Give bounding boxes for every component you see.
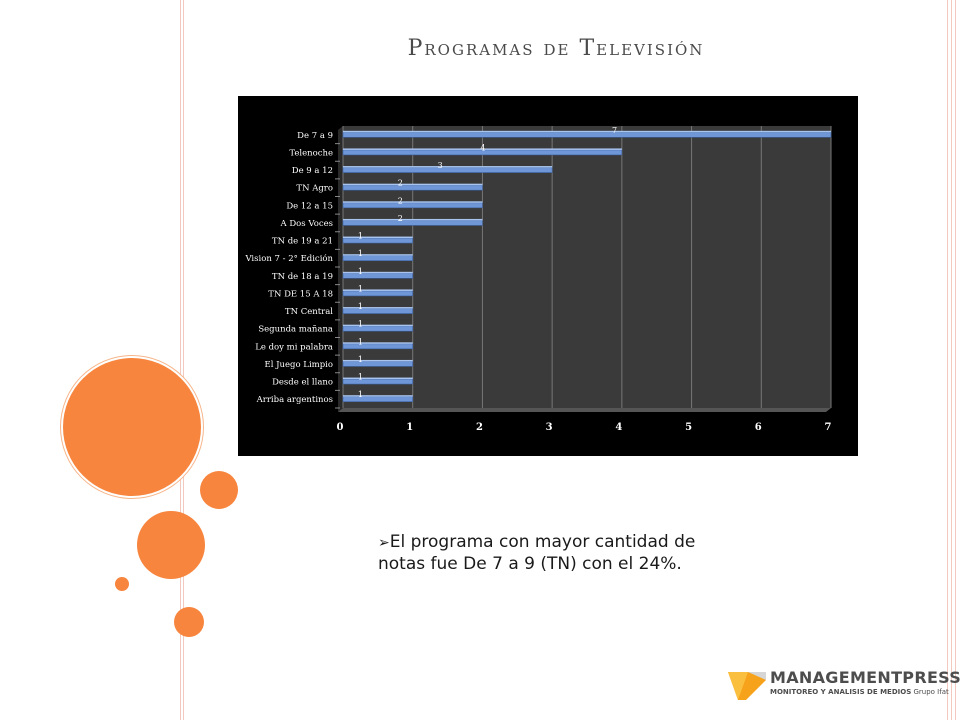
bar-top-face — [343, 271, 413, 274]
bar-top-face — [343, 148, 622, 150]
bar-top-face — [343, 183, 483, 186]
bar — [342, 308, 414, 314]
arrow-bullet-icon: ➢ — [378, 535, 390, 551]
x-tick-label: 2 — [476, 422, 483, 433]
bar — [342, 378, 414, 385]
bar — [342, 325, 414, 332]
decorative-circle-small-right — [200, 471, 238, 509]
managementpress-logo: MANAGEMENTPRESS MONITOREO Y ANALISIS DE … — [724, 660, 960, 720]
decorative-circle-medium — [137, 511, 205, 579]
bar — [342, 132, 832, 138]
data-label: 1 — [358, 373, 363, 382]
bar-top-face — [343, 359, 413, 362]
logo-tagline-text: MONITOREO Y ANALISIS DE MEDIOS — [770, 688, 912, 696]
decorative-line-right-2 — [951, 0, 952, 720]
x-tick-label: 3 — [546, 422, 553, 433]
bar — [342, 255, 414, 261]
data-label: 1 — [358, 337, 363, 346]
data-label: 4 — [480, 143, 485, 152]
decorative-circle-small-bottom — [174, 607, 204, 637]
category-label: TN DE 15 A 18 — [268, 289, 333, 299]
decorative-circle-large — [63, 358, 201, 496]
plot-floor — [338, 408, 831, 412]
category-label: Segunda mañana — [258, 325, 333, 335]
logo-tagline: MONITOREO Y ANALISIS DE MEDIOS Grupo Ifa… — [770, 688, 949, 696]
category-label: TN Agro — [296, 184, 333, 194]
category-label: Le doy mi palabra — [255, 342, 333, 352]
data-label: 2 — [398, 214, 403, 223]
category-label: A Dos Voces — [280, 219, 333, 229]
x-tick-label: 7 — [825, 422, 832, 433]
decorative-line-left-2 — [183, 0, 184, 720]
data-label: 2 — [398, 196, 403, 205]
bar — [342, 184, 483, 191]
category-label: TN de 19 a 21 — [272, 237, 333, 247]
summary-text: El programa con mayor cantidad de notas … — [378, 532, 696, 574]
bar-top-face — [343, 395, 413, 397]
category-label: Telenoche — [289, 148, 333, 158]
bar — [342, 290, 414, 297]
bar-top-face — [343, 236, 413, 239]
data-label: 1 — [358, 249, 363, 258]
category-label: TN de 18 a 19 — [272, 272, 333, 282]
logo-mark-icon — [728, 672, 766, 700]
category-label: El Juego Limpio — [265, 360, 334, 370]
category-label: Arriba argentinos — [256, 395, 333, 405]
decorative-line-right-3 — [955, 0, 956, 720]
category-label: De 12 a 15 — [286, 201, 333, 211]
bar-top-face — [343, 254, 413, 256]
category-label: Vision 7 - 2° Edición — [244, 253, 333, 264]
category-label: Desde el llano — [272, 378, 333, 388]
data-label: 1 — [358, 284, 363, 293]
data-label: 3 — [438, 161, 443, 170]
bar-top-face — [343, 218, 483, 221]
bar-top-face — [343, 166, 553, 168]
logo-name: MANAGEMENTPRESS — [770, 668, 960, 687]
data-label: 1 — [358, 232, 363, 241]
bar — [342, 237, 414, 244]
category-label: De 9 a 12 — [292, 166, 333, 176]
data-label: 2 — [398, 179, 403, 188]
category-label: TN Central — [285, 307, 333, 317]
data-label: 1 — [358, 267, 363, 276]
bar — [342, 396, 414, 402]
data-label: 1 — [358, 320, 363, 329]
decorative-line-left-1 — [180, 0, 181, 720]
x-tick-label: 6 — [755, 422, 762, 433]
bar — [342, 202, 483, 209]
x-tick-label: 4 — [615, 422, 622, 433]
bar — [342, 343, 414, 350]
bar-top-face — [343, 307, 413, 309]
bar-chart: 0 1 2 3 4 5 6 7 7 De 7 a 9 4 Telenoche 3 De 9 a 12 2 TN… — [238, 96, 858, 456]
decorative-circle-tiny — [115, 577, 129, 591]
plot-area — [343, 126, 831, 408]
x-tick-label: 1 — [406, 422, 413, 433]
data-label: 7 — [612, 126, 617, 135]
x-tick-label: 0 — [337, 422, 344, 433]
bar-top-face — [343, 130, 831, 133]
x-tick-label: 5 — [685, 422, 692, 433]
bar-top-face — [343, 377, 413, 380]
data-label: 1 — [358, 390, 363, 399]
bar-chart-svg: 0 1 2 3 4 5 6 7 7 De 7 a 9 4 Telenoche 3 De 9 a 12 2 TN… — [244, 126, 832, 433]
bar-top-face — [343, 342, 413, 344]
bar-top-face — [343, 289, 413, 291]
data-label: 1 — [358, 302, 363, 311]
summary-bullet: ➢El programa con mayor cantidad de notas… — [378, 532, 718, 575]
bar-top-face — [343, 201, 483, 203]
bar — [342, 361, 414, 367]
bar — [342, 273, 414, 279]
logo-group-text: Grupo Ifat — [913, 688, 949, 696]
bar — [342, 220, 483, 226]
bar — [342, 167, 553, 173]
category-label: De 7 a 9 — [297, 131, 333, 141]
slide-title: Programas de Televisión — [407, 36, 705, 61]
plot-side-wall — [338, 126, 343, 412]
bar-top-face — [343, 324, 413, 327]
data-label: 1 — [358, 355, 363, 364]
decorative-line-right-1 — [947, 0, 948, 720]
